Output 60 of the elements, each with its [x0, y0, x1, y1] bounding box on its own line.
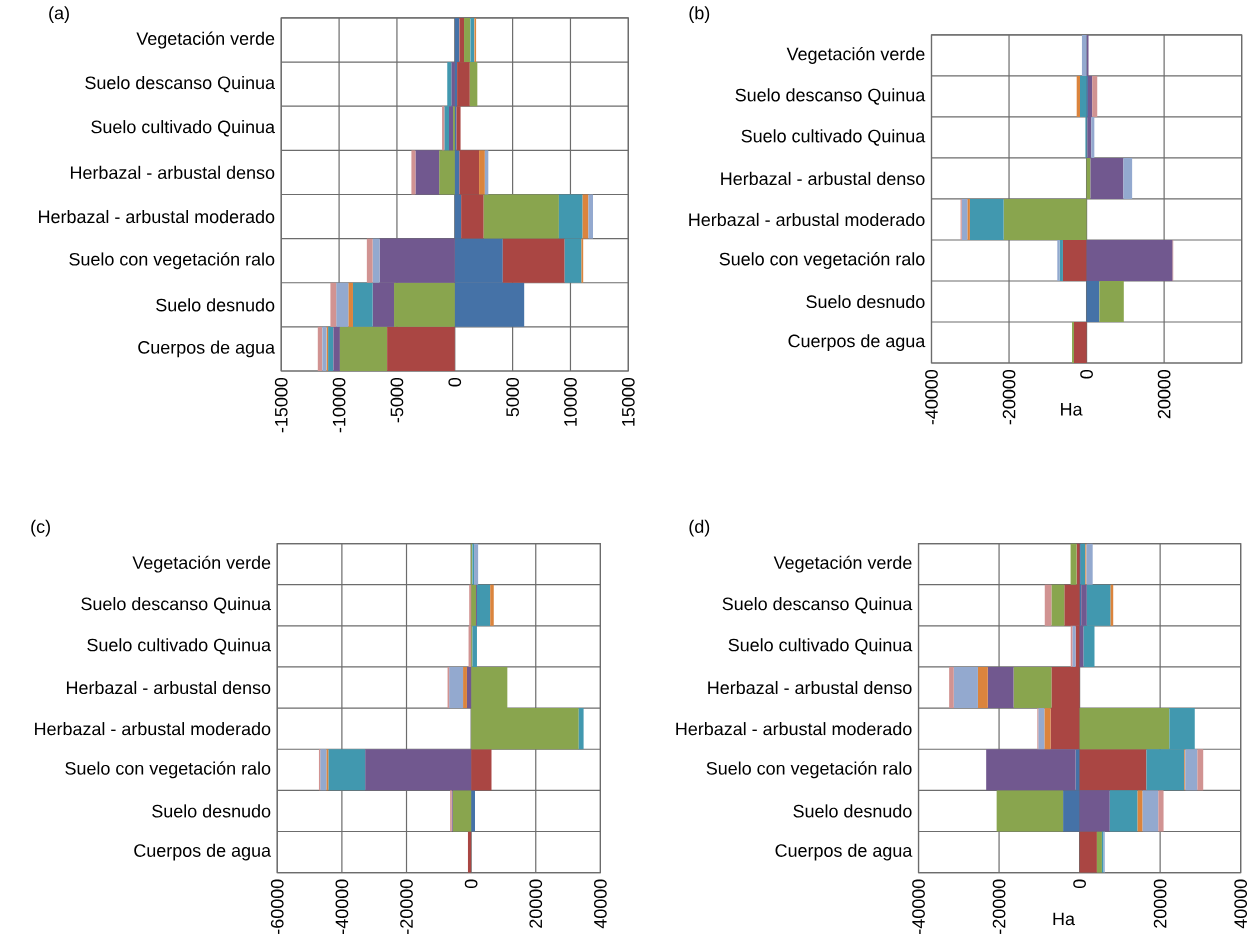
x-tick-label: 40000	[1234, 879, 1248, 929]
y-tick-label: Suelo descanso Quinua	[735, 88, 926, 105]
y-tick-label: Vegetación verde	[132, 555, 271, 573]
x-tick-label: -60000	[270, 879, 284, 934]
x-axis-title: Ha	[1053, 912, 1075, 926]
x-tick-label: 20000	[529, 879, 543, 928]
x-tick-label: -40000	[912, 879, 925, 934]
y-tick-label: Herbazal - arbustal denso	[66, 680, 271, 694]
text: (d)	[689, 519, 710, 537]
text: (c)	[31, 519, 50, 537]
x-tick-label: 10000	[564, 377, 577, 426]
y-tick-label: Suelo cultivado Quinua	[91, 119, 276, 137]
x-tick-label: 15000	[621, 377, 635, 426]
y-tick-label: Suelo con vegetación ralo	[719, 251, 925, 269]
x-tick-label: -20000	[1002, 369, 1016, 425]
y-tick-label: Herbazal - arbustal denso	[708, 680, 912, 694]
y-tick-label: Suelo descanso Quinua	[81, 596, 272, 614]
y-tick-label: Suelo descanso Quinua	[85, 75, 276, 93]
x-tick-label: 5000	[506, 377, 519, 417]
y-tick-label: Vegetación verde	[786, 46, 925, 64]
y-tick-label: Herbazal - arbustal denso	[721, 171, 925, 185]
y-tick-label: Suelo cultivado Quinua	[87, 637, 272, 655]
text: (b)	[689, 5, 710, 23]
x-axis-title: Ha	[1061, 402, 1083, 416]
y-tick-label: Cuerpos de agua	[138, 340, 276, 358]
y-tick-label: Suelo desnudo	[793, 804, 912, 818]
x-tick-label: -20000	[400, 879, 413, 934]
y-tick-label: Herbazal - arbustal moderado	[35, 721, 271, 736]
y-tick-label: Suelo con vegetación ralo	[65, 761, 271, 779]
y-tick-label: Suelo desnudo	[152, 804, 271, 818]
y-tick-label: Suelo desnudo	[156, 297, 275, 312]
x-tick-label: 0	[1080, 369, 1093, 379]
y-tick-label: Vegetación verde	[773, 555, 912, 573]
y-tick-label: Herbazal - arbustal moderado	[689, 212, 925, 226]
x-tick-label: -20000	[992, 879, 1006, 934]
x-tick-label: 40000	[594, 879, 607, 929]
y-tick-label: Cuerpos de agua	[134, 843, 272, 861]
y-tick-label: Cuerpos de agua	[775, 843, 913, 861]
y-tick-label: Herbazal - arbustal denso	[70, 165, 275, 179]
y-tick-label: Suelo descanso Quinua	[722, 596, 913, 614]
x-tick-label: 0	[464, 879, 478, 888]
y-tick-label: Vegetación verde	[136, 31, 275, 49]
x-tick-label: 0	[448, 377, 462, 387]
y-tick-label: Suelo con vegetación ralo	[706, 761, 912, 779]
y-tick-label: Suelo desnudo	[806, 294, 925, 308]
text: (a)	[49, 5, 69, 23]
x-tick-label: -15000	[274, 377, 288, 433]
x-tick-label: -5000	[390, 377, 404, 423]
x-tick-label: 0	[1073, 879, 1086, 888]
y-tick-label: Herbazal - arbustal moderado	[676, 721, 912, 736]
y-tick-label: Suelo cultivado Quinua	[728, 637, 913, 655]
y-tick-label: Suelo con vegetación ralo	[69, 251, 275, 269]
y-tick-label: Herbazal - arbustal moderado	[39, 209, 275, 223]
y-tick-label: Suelo cultivado Quinua	[741, 129, 926, 146]
x-tick-label: -10000	[332, 377, 346, 433]
y-tick-label: Cuerpos de agua	[788, 333, 926, 351]
x-tick-label: -40000	[925, 369, 938, 425]
x-tick-label: 20000	[1153, 879, 1167, 928]
x-tick-label: 20000	[1157, 369, 1171, 418]
x-tick-label: -40000	[335, 879, 349, 934]
